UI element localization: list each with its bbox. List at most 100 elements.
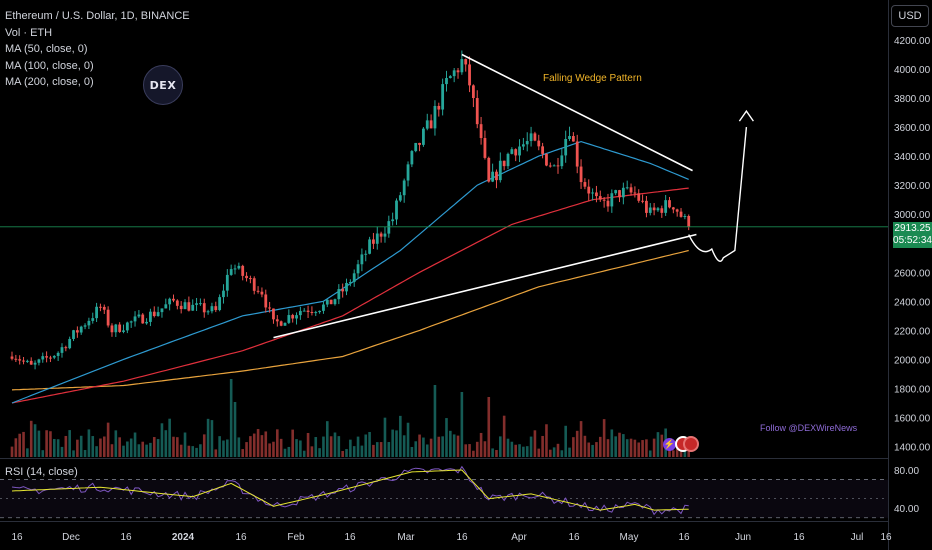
candle-body: [252, 278, 256, 291]
candle-body: [348, 281, 352, 283]
candle-body: [598, 196, 602, 200]
volume-bar: [687, 450, 691, 457]
candle-body: [141, 314, 145, 324]
candle-body: [175, 300, 179, 306]
candle-body: [75, 330, 79, 333]
volume-bar: [479, 432, 483, 457]
lightning-icon[interactable]: ⚡: [663, 438, 676, 451]
volume-bar: [510, 441, 514, 457]
volume-bar: [499, 436, 502, 457]
ma200-legend[interactable]: MA (200, close, 0): [5, 76, 94, 88]
volume-bar: [460, 392, 464, 457]
candle-body: [83, 325, 87, 327]
volume-bar: [529, 436, 533, 457]
symbol-title[interactable]: Ethereum / U.S. Dollar, 1D, BINANCE: [5, 10, 190, 22]
candle-body: [118, 324, 122, 332]
volume-bar: [445, 418, 448, 457]
time-tick-label: 16: [456, 532, 468, 543]
candle-body: [333, 299, 337, 305]
volume-bar: [133, 432, 137, 457]
price-tick-label: 3400.00: [894, 152, 931, 163]
candle-body: [218, 297, 222, 311]
candle-body: [45, 356, 49, 358]
volume-bar: [560, 450, 564, 457]
time-tick-label: 16: [880, 532, 892, 543]
candle-body: [648, 207, 652, 213]
candle-body: [106, 309, 110, 326]
currency-button[interactable]: USD: [891, 5, 929, 27]
volume-bar: [625, 439, 629, 457]
volume-bar: [552, 447, 556, 457]
volume-bar: [406, 422, 410, 457]
candle-body: [168, 298, 172, 305]
price-tick-label: 2400.00: [894, 297, 931, 308]
candle-body: [37, 359, 41, 363]
volume-bar: [545, 424, 548, 457]
volume-bar: [568, 447, 571, 457]
candle-body: [564, 138, 568, 156]
volume-bar: [675, 448, 679, 457]
ma50-legend[interactable]: MA (50, close, 0): [5, 43, 88, 55]
volume-bar: [391, 429, 394, 457]
candle-body: [410, 151, 414, 165]
volume-bar: [29, 420, 33, 457]
time-tick-label: 16: [568, 532, 580, 543]
candle-body: [560, 155, 564, 167]
wedge-lower-line: [273, 233, 697, 339]
candle-body: [614, 190, 618, 194]
event-flag-icon-2[interactable]: [683, 436, 699, 452]
dex-logo-text: DEX: [149, 78, 177, 92]
volume-bar: [218, 436, 221, 457]
time-tick-label: 2024: [172, 532, 195, 543]
volume-bar: [176, 437, 179, 457]
volume-bar: [629, 438, 633, 457]
candle-body: [645, 200, 648, 213]
volume-legend[interactable]: Vol · ETH: [5, 26, 53, 39]
candle-body: [222, 290, 225, 298]
volume-bar: [318, 448, 321, 457]
volume-bar: [129, 438, 133, 457]
price-tick-label: 2600.00: [894, 268, 931, 279]
volume-bar: [322, 436, 325, 457]
volume-bar: [122, 445, 125, 457]
time-tick-label: Dec: [62, 532, 80, 543]
candle-body: [629, 187, 633, 193]
candle-body: [422, 128, 425, 145]
candle-body: [591, 192, 594, 194]
candle-body: [433, 105, 437, 129]
candle-body: [510, 149, 514, 154]
ma100-legend[interactable]: MA (100, close, 0): [5, 59, 94, 72]
candle-body: [625, 187, 629, 189]
candle-body: [72, 330, 75, 339]
volume-bar: [375, 442, 379, 457]
volume-bar: [229, 379, 233, 457]
volume-bar: [110, 444, 114, 457]
candle-body: [556, 165, 560, 167]
candle-body: [587, 186, 591, 194]
candle-body: [398, 195, 402, 201]
volume-bar: [368, 432, 371, 457]
candle-body: [18, 359, 22, 361]
candle-body: [575, 141, 579, 167]
candle-body: [418, 142, 421, 145]
candle-body: [49, 357, 52, 359]
candle-body: [179, 305, 183, 310]
last-price-tag: 2913.25 05:52:34: [893, 222, 932, 248]
volume-bar: [52, 438, 56, 457]
time-tick-label: 16: [235, 532, 247, 543]
candle-body: [441, 84, 445, 110]
candle-body: [548, 165, 552, 167]
volume-bar: [541, 435, 544, 457]
volume-bar: [683, 446, 687, 457]
candle-body: [22, 360, 25, 362]
candle-body: [214, 306, 218, 311]
candle-body: [518, 146, 521, 156]
rsi-legend[interactable]: RSI (14, close): [5, 466, 78, 478]
candle-body: [606, 200, 610, 207]
candle-body: [406, 164, 410, 181]
volume-bar: [168, 418, 171, 457]
candle-body: [391, 219, 395, 222]
candle-body: [137, 314, 141, 317]
projection-arrow-icon: [738, 109, 754, 122]
volume-bar: [202, 434, 206, 457]
